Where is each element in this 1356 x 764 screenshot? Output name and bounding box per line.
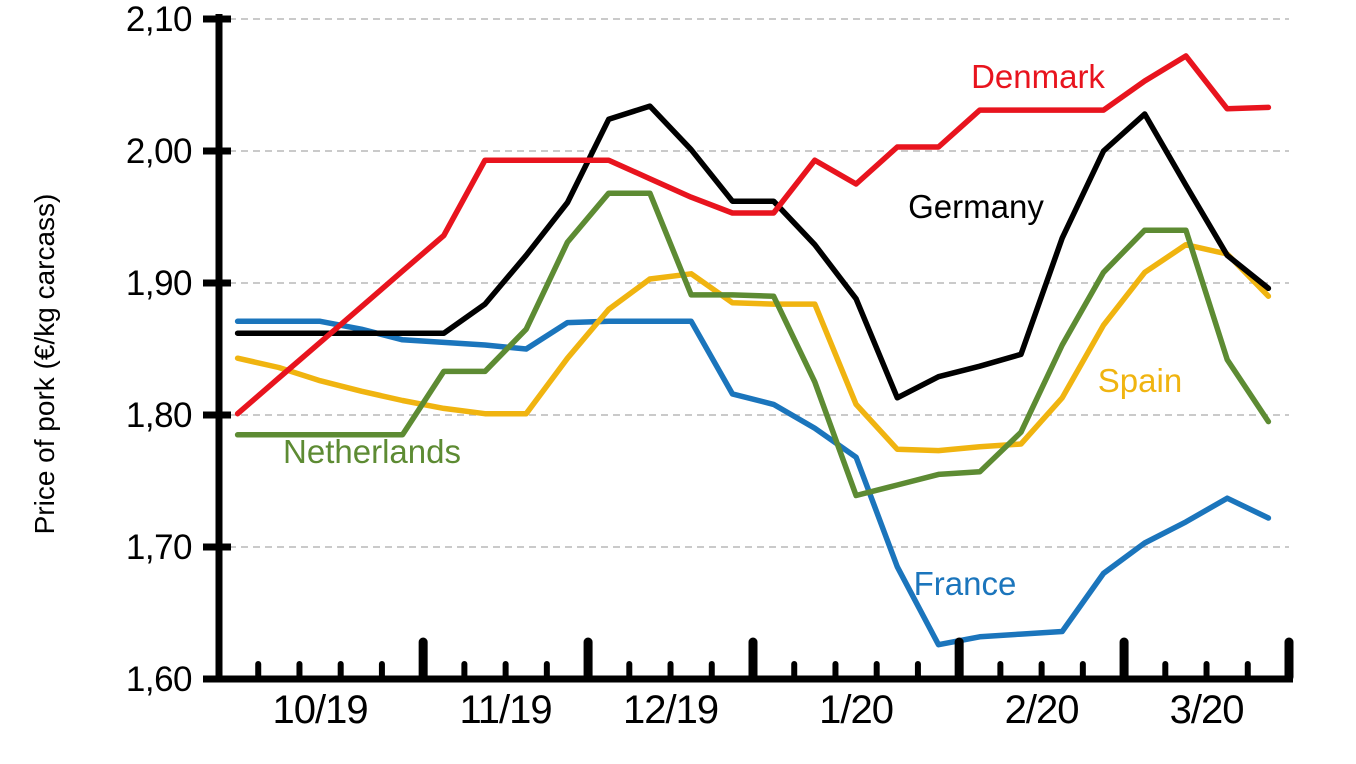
labels-group: 1,60 1,70 1,80 1,90 2,00 2,10 10/19 11/19 12/19 1… — [126, 0, 1245, 732]
x-month-label: 1/20 — [819, 688, 893, 732]
axes-group — [203, 14, 1294, 683]
y-tick-label: 2,10 — [126, 0, 192, 39]
x-month-label: 12/19 — [623, 688, 718, 732]
x-month-label: 2/20 — [1005, 688, 1079, 732]
x-month-label: 11/19 — [460, 688, 552, 732]
series-label-netherlands: Netherlands — [283, 433, 461, 470]
y-tick-label: 2,00 — [126, 132, 192, 171]
y-tick-label: 1,70 — [126, 528, 192, 567]
y-tick-label: 1,80 — [126, 396, 192, 435]
series-label-france: France — [914, 565, 1017, 602]
series-line-denmark — [234, 53, 1272, 417]
series-label-spain: Spain — [1098, 362, 1182, 399]
series-label-germany: Germany — [908, 188, 1044, 225]
series-line-netherlands — [234, 190, 1272, 499]
series-line-germany — [234, 103, 1272, 401]
series-label-denmark: Denmark — [971, 58, 1105, 95]
y-tick-label: 1,90 — [126, 264, 192, 303]
x-month-label: 10/19 — [273, 688, 368, 732]
y-axis-title: Price of pork (€/kg carcass) — [29, 194, 60, 535]
y-tick-label: 1,60 — [126, 660, 192, 699]
series-line-spain — [234, 241, 1272, 454]
x-month-label: 3/20 — [1170, 688, 1244, 732]
series-group — [234, 53, 1272, 648]
gridlines-group — [217, 18, 1289, 548]
series-line-france — [234, 318, 1272, 648]
